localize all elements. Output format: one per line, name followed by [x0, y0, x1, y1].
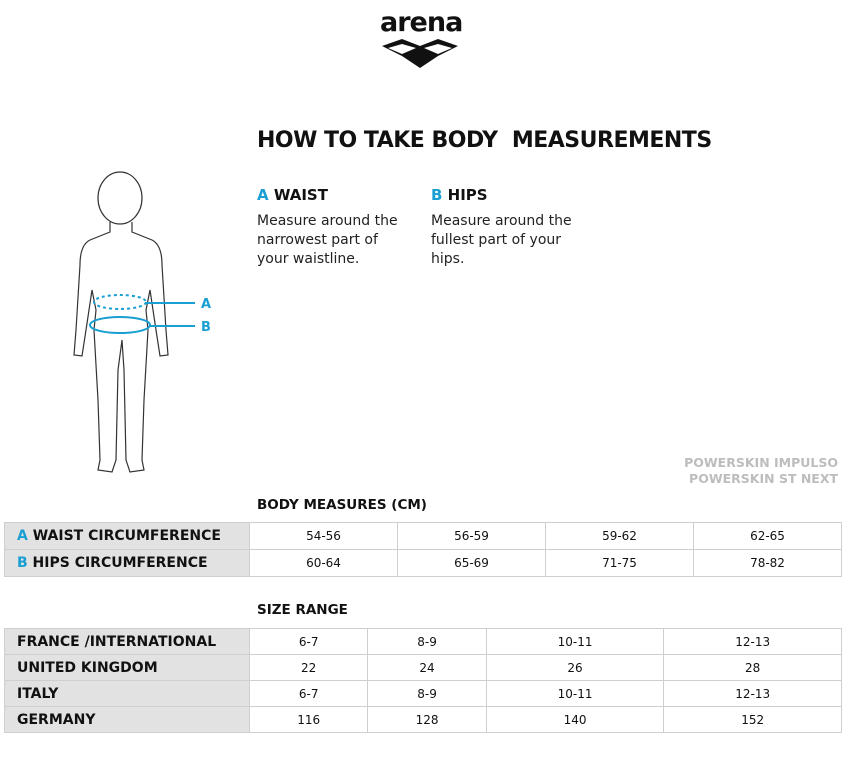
table-title: BODY MEASURES (CM) [257, 497, 427, 513]
cell: 26 [485, 654, 665, 681]
logo: arena [380, 7, 463, 79]
cell: 60-64 [249, 549, 398, 577]
table-row: FRANCE /INTERNATIONAL 6-7 8-9 10-11 12-13 [4, 628, 842, 655]
measure-a: A WAIST Measure around the narrowest par… [257, 186, 407, 269]
cell: 6-7 [248, 628, 369, 655]
label: UNITED KINGDOM [17, 659, 158, 676]
table-row: UNITED KINGDOM 22 24 26 28 [4, 654, 842, 681]
cell: 128 [367, 706, 487, 733]
figure-label: B [201, 320, 211, 335]
label: GERMANY [17, 711, 96, 728]
letter: A [257, 186, 269, 204]
label: FRANCE /INTERNATIONAL [17, 633, 217, 650]
cell: 65-69 [397, 549, 546, 577]
figure: A B [73, 171, 211, 473]
cell: 10-11 [485, 628, 665, 655]
cell: 8-9 [367, 628, 487, 655]
measure-head: B HIPS [431, 186, 581, 204]
title: HOW TO TAKE BODY MEASUREMENTS [257, 128, 712, 153]
row-label: A WAIST CIRCUMFERENCE [4, 522, 250, 550]
label: ITALY [17, 685, 59, 702]
table-title: SIZE RANGE [257, 602, 348, 618]
logo-text: arena [380, 7, 463, 38]
cell: 71-75 [545, 549, 694, 577]
cell: 28 [663, 654, 842, 681]
cell: 62-65 [693, 522, 842, 550]
letter: B [17, 555, 28, 571]
size-table: FRANCE /INTERNATIONAL 6-7 8-9 10-11 12-13 UNI… [4, 628, 842, 733]
cell: 59-62 [545, 522, 694, 550]
product: POWERSKIN IMPULSO [684, 455, 838, 470]
letter: A [17, 528, 28, 544]
label: WAIST CIRCUMFERENCE [32, 528, 221, 544]
table-row: A WAIST CIRCUMFERENCE 54-56 56-59 59-62 62-6… [4, 522, 842, 550]
measure-text: Measure around the fullest part of your … [431, 213, 572, 267]
table-row: GERMANY 116 128 140 152 [4, 706, 842, 733]
label: HIPS [447, 186, 488, 204]
table-row: ITALY 6-7 8-9 10-11 12-13 [4, 680, 842, 707]
cell: 56-59 [397, 522, 546, 550]
cell: 54-56 [249, 522, 398, 550]
cell: 78-82 [693, 549, 842, 577]
row-label: GERMANY [4, 706, 250, 733]
cell: 12-13 [663, 628, 842, 655]
row-label: UNITED KINGDOM [4, 654, 250, 681]
product: POWERSKIN ST NEXT [689, 471, 838, 486]
table-row: B HIPS CIRCUMFERENCE 60-64 65-69 71-75 78-82 [4, 549, 842, 577]
cell: 116 [248, 706, 369, 733]
measure-b: B HIPS Measure around the fullest part o… [431, 186, 581, 269]
cell: 24 [367, 654, 487, 681]
cell: 12-13 [663, 680, 842, 707]
measure-text: Measure around the narrowest part of you… [257, 213, 398, 267]
row-label: ITALY [4, 680, 250, 707]
cell: 140 [485, 706, 665, 733]
row-label: FRANCE /INTERNATIONAL [4, 628, 250, 655]
logo-mark [382, 39, 458, 68]
measure-head: A WAIST [257, 186, 407, 204]
cell: 10-11 [485, 680, 665, 707]
label: WAIST [273, 186, 328, 204]
cell: 8-9 [367, 680, 487, 707]
cell: 152 [663, 706, 842, 733]
letter: B [431, 186, 443, 204]
figure-label: A [201, 297, 211, 312]
body-table: A WAIST CIRCUMFERENCE 54-56 56-59 59-62 62-6… [4, 522, 842, 577]
cell: 22 [248, 654, 369, 681]
cell: 6-7 [248, 680, 369, 707]
row-label: B HIPS CIRCUMFERENCE [4, 549, 250, 577]
label: HIPS CIRCUMFERENCE [32, 555, 208, 571]
